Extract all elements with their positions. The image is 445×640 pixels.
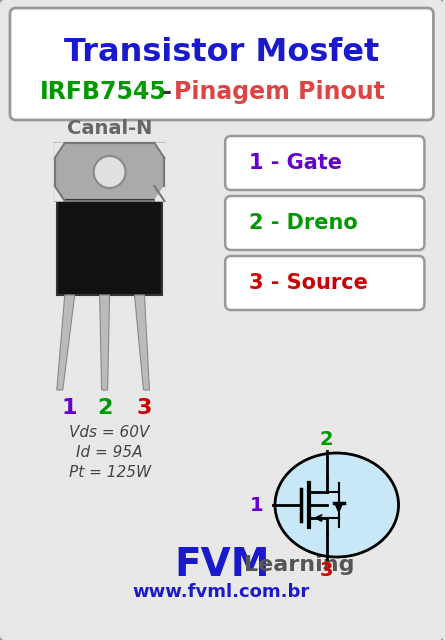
FancyBboxPatch shape <box>10 8 433 120</box>
Text: 2: 2 <box>320 429 334 449</box>
Text: Pinagem Pinout: Pinagem Pinout <box>174 80 385 104</box>
Text: Canal-N: Canal-N <box>67 118 152 138</box>
Text: FVM: FVM <box>174 546 270 584</box>
Circle shape <box>93 156 125 188</box>
Text: 1: 1 <box>250 495 264 515</box>
Polygon shape <box>134 295 150 390</box>
Text: Transistor Mosfet: Transistor Mosfet <box>64 36 379 67</box>
Polygon shape <box>100 295 109 390</box>
Text: Id = 95A: Id = 95A <box>77 445 143 460</box>
FancyBboxPatch shape <box>57 200 162 295</box>
Text: Pt = 125W: Pt = 125W <box>69 465 151 479</box>
Polygon shape <box>335 503 343 512</box>
Text: Learning: Learning <box>244 555 355 575</box>
Ellipse shape <box>275 453 399 557</box>
Text: 1: 1 <box>62 398 77 418</box>
Polygon shape <box>154 143 164 158</box>
Polygon shape <box>57 295 75 390</box>
FancyBboxPatch shape <box>225 136 425 190</box>
FancyBboxPatch shape <box>55 143 164 201</box>
Text: www.fvml.com.br: www.fvml.com.br <box>133 583 310 601</box>
Text: Vds = 60V: Vds = 60V <box>69 424 150 440</box>
FancyBboxPatch shape <box>225 196 425 250</box>
Text: 3: 3 <box>137 398 152 418</box>
Polygon shape <box>154 186 164 201</box>
Text: IRFB7545: IRFB7545 <box>40 80 167 104</box>
Text: 3: 3 <box>320 561 334 580</box>
Polygon shape <box>55 143 65 158</box>
Text: 1 - Gate: 1 - Gate <box>249 153 342 173</box>
Text: 2 - Dreno: 2 - Dreno <box>249 213 358 233</box>
Text: 3 - Source: 3 - Source <box>249 273 368 293</box>
Text: -: - <box>154 80 181 104</box>
FancyBboxPatch shape <box>225 256 425 310</box>
Polygon shape <box>55 186 65 201</box>
Text: 2: 2 <box>97 398 112 418</box>
